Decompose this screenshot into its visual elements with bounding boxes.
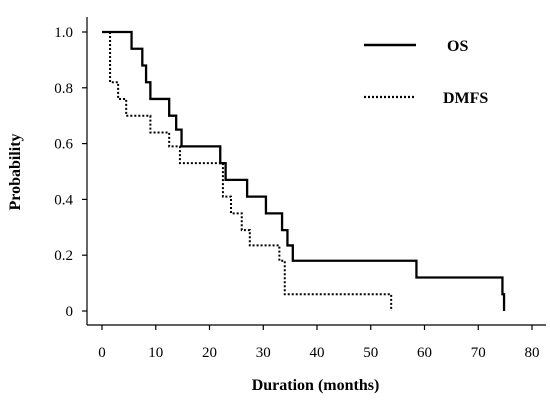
x-tick-label: 20 — [202, 345, 217, 361]
x-tick-label: 30 — [256, 345, 271, 361]
y-ticks: 0 0.2 0.4 0.6 0.8 1.0 — [54, 25, 87, 320]
y-tick-label: 1.0 — [54, 25, 73, 41]
x-tick-label: 10 — [148, 345, 163, 361]
y-tick-label: 0.6 — [54, 137, 73, 153]
legend-item-dmfs: DMFS — [364, 90, 488, 107]
x-axis-title: Duration (months) — [252, 377, 380, 394]
x-tick-label: 60 — [417, 345, 432, 361]
legend-label-os: OS — [447, 38, 468, 55]
x-tick-label: 0 — [98, 345, 106, 361]
legend-label-dmfs: DMFS — [443, 90, 488, 107]
series-line-dmfs — [102, 31, 393, 311]
y-tick-label: 0.4 — [54, 192, 73, 208]
y-tick-label: 0.8 — [54, 81, 73, 97]
y-tick-label: 0.2 — [54, 248, 73, 264]
series-line-os — [102, 30, 506, 311]
x-ticks: 0 10 20 30 40 50 60 70 80 — [98, 325, 540, 361]
legend-item-os: OS — [364, 38, 468, 55]
x-tick-label: 70 — [471, 345, 486, 361]
series-layer — [102, 30, 506, 311]
legend: OS DMFS — [364, 38, 488, 107]
x-tick-label: 80 — [525, 345, 540, 361]
axes — [86, 17, 546, 326]
y-axis-title: Probability — [7, 133, 24, 210]
x-tick-label: 40 — [310, 345, 325, 361]
y-tick-label: 0 — [66, 304, 74, 320]
x-tick-label: 50 — [363, 345, 378, 361]
